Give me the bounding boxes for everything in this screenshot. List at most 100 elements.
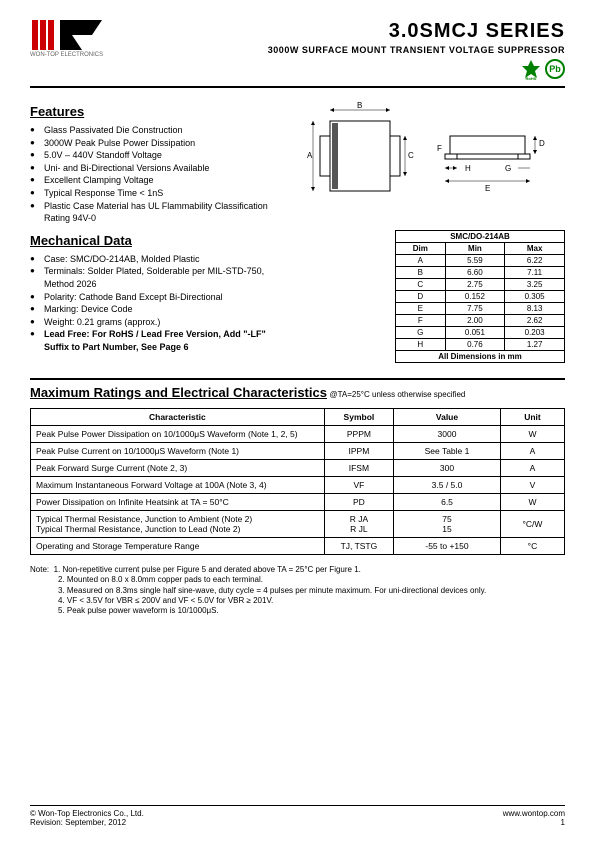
dim-cell: 0.152: [445, 290, 505, 302]
ratings-cell: Peak Forward Surge Current (Note 2, 3): [31, 459, 325, 476]
dim-cell: 0.76: [445, 338, 505, 350]
notes-line: Note: 1. Non-repetitive current pulse pe…: [30, 565, 565, 575]
ratings-cell: VF: [324, 476, 393, 493]
dim-header: Dim: [396, 242, 446, 254]
ratings-cell: W: [500, 493, 564, 510]
footer-right: www.wontop.com 1: [503, 809, 565, 827]
dim-cell: 2.75: [445, 278, 505, 290]
ratings-cell: °C: [500, 537, 564, 554]
ratings-cell: 75 15: [394, 510, 501, 537]
feature-item: Excellent Clamping Voltage: [30, 174, 290, 187]
dim-cell: 3.25: [505, 278, 565, 290]
dim-cell: 5.59: [445, 254, 505, 266]
mechanical-item: Lead Free: For RoHS / Lead Free Version,…: [30, 328, 290, 353]
note-item: 5. Peak pulse power waveform is 10/1000μ…: [30, 606, 565, 616]
svg-text:E: E: [485, 184, 490, 193]
dim-cell: D: [396, 290, 446, 302]
mechanical-column: Mechanical Data Case: SMC/DO-214AB, Mold…: [30, 225, 290, 363]
dim-header: Min: [445, 242, 505, 254]
ratings-cell: V: [500, 476, 564, 493]
ratings-cell: 300: [394, 459, 501, 476]
svg-text:F: F: [437, 144, 442, 153]
svg-text:RoHS: RoHS: [526, 76, 537, 81]
svg-text:H: H: [465, 164, 471, 173]
footer-copyright: © Won-Top Electronics Co., Ltd.: [30, 809, 144, 818]
mechanical-row: Mechanical Data Case: SMC/DO-214AB, Mold…: [30, 225, 565, 363]
dim-cell: 6.22: [505, 254, 565, 266]
mechanical-heading: Mechanical Data: [30, 233, 290, 248]
footer-url: www.wontop.com: [503, 809, 565, 818]
features-list: Glass Passivated Die Construction 3000W …: [30, 124, 290, 225]
features-column: Features Glass Passivated Die Constructi…: [30, 96, 290, 225]
title-block: 3.0SMCJ SERIES 3000W SURFACE MOUNT TRANS…: [268, 20, 565, 81]
feature-item: 3000W Peak Pulse Power Dissipation: [30, 137, 290, 150]
svg-text:D: D: [539, 139, 545, 148]
dim-cell: 7.11: [505, 266, 565, 278]
pb-free-icon: Pb: [545, 59, 565, 79]
ratings-cell: Peak Pulse Power Dissipation on 10/1000μ…: [31, 425, 325, 442]
ratings-cell: IFSM: [324, 459, 393, 476]
feature-item: Typical Response Time < 1nS: [30, 187, 290, 200]
ratings-cell: Operating and Storage Temperature Range: [31, 537, 325, 554]
footer-revision: Revision: September, 2012: [30, 818, 144, 827]
ratings-cell: 3.5 / 5.0: [394, 476, 501, 493]
company-logo: WON-TOP ELECTRONICS: [30, 20, 103, 58]
dim-cell: A: [396, 254, 446, 266]
footer-left: © Won-Top Electronics Co., Ltd. Revision…: [30, 809, 144, 827]
features-heading: Features: [30, 104, 290, 119]
ratings-cell: 6.5: [394, 493, 501, 510]
ratings-col-header: Unit: [500, 408, 564, 425]
dim-cell: G: [396, 326, 446, 338]
feature-item: Glass Passivated Die Construction: [30, 124, 290, 137]
dim-cell: 7.75: [445, 302, 505, 314]
ratings-cell: See Table 1: [394, 442, 501, 459]
ratings-cell: 3000: [394, 425, 501, 442]
rohs-icon: RoHS: [520, 59, 542, 81]
dim-cell: 6.60: [445, 266, 505, 278]
company-name: WON-TOP ELECTRONICS: [30, 52, 103, 58]
feature-item: Plastic Case Material has UL Flammabilit…: [30, 200, 290, 225]
page-footer: © Won-Top Electronics Co., Ltd. Revision…: [30, 805, 565, 827]
ratings-cell: PD: [324, 493, 393, 510]
ratings-col-header: Symbol: [324, 408, 393, 425]
svg-text:A: A: [307, 151, 313, 160]
ratings-col-header: Value: [394, 408, 501, 425]
dim-cell: C: [396, 278, 446, 290]
mechanical-item: Marking: Device Code: [30, 303, 290, 316]
dimensions-table: SMC/DO-214AB Dim Min Max A5.596.22 B6.60…: [395, 230, 565, 363]
dim-cell: 0.203: [505, 326, 565, 338]
svg-text:B: B: [357, 101, 362, 110]
dim-cell: F: [396, 314, 446, 326]
mechanical-item: Case: SMC/DO-214AB, Molded Plastic: [30, 253, 290, 266]
ratings-cell: IPPM: [324, 442, 393, 459]
ratings-heading: Maximum Ratings and Electrical Character…: [30, 385, 327, 400]
dim-cell: 2.00: [445, 314, 505, 326]
ratings-cell: R JA R JL: [324, 510, 393, 537]
ratings-cell: A: [500, 442, 564, 459]
ratings-cell: Typical Thermal Resistance, Junction to …: [31, 510, 325, 537]
mechanical-item: Terminals: Solder Plated, Solderable per…: [30, 265, 290, 290]
dim-cell: 8.13: [505, 302, 565, 314]
note-item: 3. Measured on 8.3ms single half sine-wa…: [30, 586, 565, 596]
mechanical-item: Weight: 0.21 grams (approx.): [30, 316, 290, 329]
logo-icon: [32, 20, 102, 50]
ratings-col-header: Characteristic: [31, 408, 325, 425]
ratings-cell: -55 to +150: [394, 537, 501, 554]
ratings-cell: Maximum Instantaneous Forward Voltage at…: [31, 476, 325, 493]
dim-cell: B: [396, 266, 446, 278]
dim-cell: H: [396, 338, 446, 350]
ratings-cell: °C/W: [500, 510, 564, 537]
ratings-cell: W: [500, 425, 564, 442]
dim-cell: 0.305: [505, 290, 565, 302]
note-item: 1. Non-repetitive current pulse per Figu…: [54, 565, 361, 574]
dim-cell: 0.051: [445, 326, 505, 338]
svg-text:C: C: [408, 151, 414, 160]
dimensions-column: SMC/DO-214AB Dim Min Max A5.596.22 B6.60…: [305, 225, 565, 363]
note-item: 4. VF < 3.5V for VBR ≤ 200V and VF < 5.0…: [30, 596, 565, 606]
ratings-heading-row: Maximum Ratings and Electrical Character…: [30, 385, 565, 400]
dim-table-title: SMC/DO-214AB: [396, 230, 565, 242]
ratings-cell: A: [500, 459, 564, 476]
diagram-column: A C B D F E: [305, 96, 565, 225]
note-item: 2. Mounted on 8.0 x 8.0mm copper pads to…: [30, 575, 565, 585]
svg-text:G: G: [505, 164, 511, 173]
